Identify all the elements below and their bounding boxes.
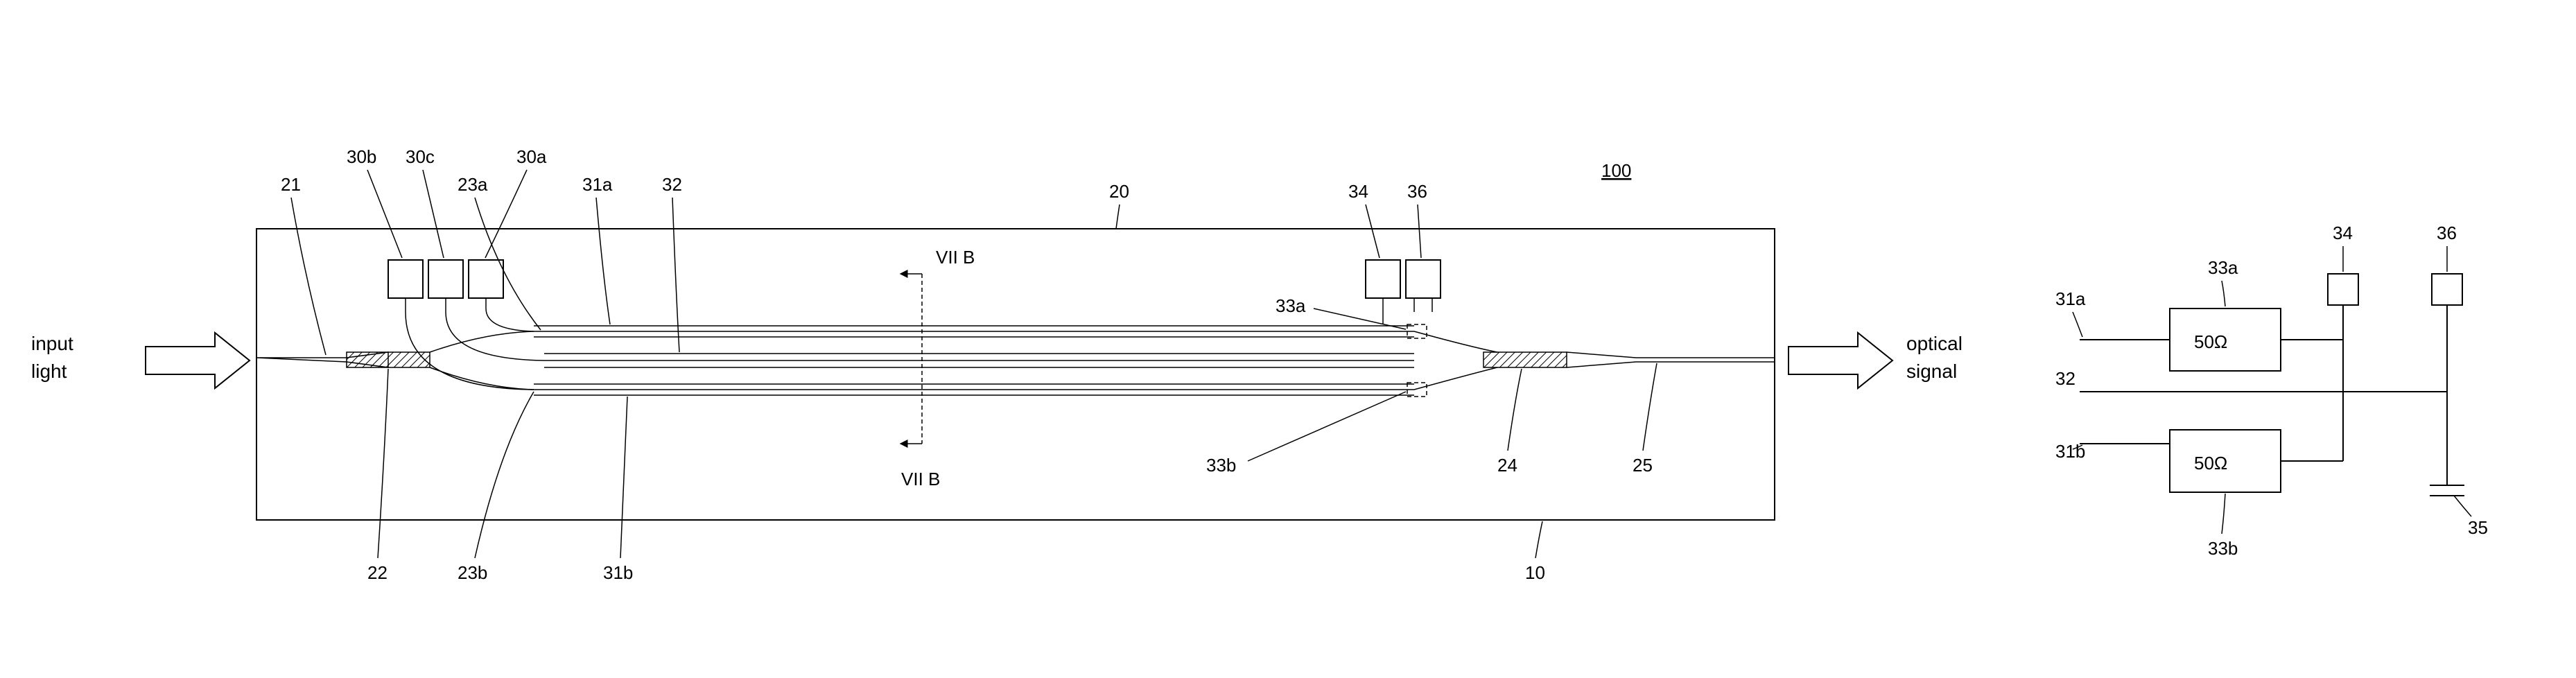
label-31a: 31a [582, 174, 613, 324]
svg-text:36: 36 [1407, 181, 1427, 202]
waveguide-output [1567, 352, 1775, 367]
svg-text:32: 32 [662, 174, 682, 195]
label-20: 20 [1109, 181, 1129, 229]
rlabel-31a: 31a [2055, 288, 2086, 337]
svg-text:31b: 31b [603, 562, 633, 583]
svg-text:31a: 31a [582, 174, 613, 195]
label-34: 34 [1348, 181, 1380, 258]
svg-text:30c: 30c [406, 146, 435, 167]
substrate-outline [256, 229, 1775, 520]
svg-text:33b: 33b [1206, 455, 1236, 476]
svg-text:36: 36 [2437, 223, 2457, 243]
section-bot-label: VII B [901, 469, 940, 489]
rlabel-33b: 33b [2208, 494, 2238, 559]
pad-34 [1366, 260, 1400, 298]
splitter-22 [347, 352, 430, 367]
right-figure: 50Ω 50Ω 31a 32 31b [2055, 223, 2488, 559]
svg-text:30a: 30a [516, 146, 547, 167]
svg-text:21: 21 [281, 174, 301, 195]
pad-30b-lead [406, 298, 534, 390]
svg-text:33a: 33a [1276, 295, 1306, 316]
svg-text:35: 35 [2468, 517, 2488, 538]
box-36 [2432, 274, 2462, 305]
svg-text:34: 34 [2333, 223, 2353, 243]
svg-text:24: 24 [1497, 455, 1517, 476]
label-25: 25 [1633, 363, 1657, 476]
diagram-root: input light optical signal 100 [0, 0, 2576, 678]
box-34 [2328, 274, 2358, 305]
svg-text:100: 100 [1601, 160, 1631, 181]
rlabel-35: 35 [2454, 496, 2488, 538]
svg-text:32: 32 [2055, 368, 2075, 389]
rlabel-32: 32 [2055, 368, 2075, 389]
pad-30c [428, 260, 463, 298]
rlabel-33a: 33a [2208, 257, 2238, 306]
label-24: 24 [1497, 369, 1522, 476]
svg-text:31a: 31a [2055, 288, 2086, 309]
label-33b: 33b [1206, 392, 1406, 476]
y-branch [430, 331, 534, 390]
ohm-a: 50Ω [2194, 331, 2227, 352]
input-arrow [146, 333, 250, 388]
pad-30b [388, 260, 423, 298]
svg-text:20: 20 [1109, 181, 1129, 202]
svg-text:34: 34 [1348, 181, 1368, 202]
svg-text:22: 22 [367, 562, 388, 583]
rlabel-31b: 31b [2055, 441, 2085, 462]
label-30c: 30c [406, 146, 444, 258]
combiner-24 [1483, 352, 1567, 367]
svg-text:23a: 23a [458, 174, 488, 195]
label-22: 22 [367, 369, 388, 583]
label-10: 10 [1525, 521, 1545, 583]
svg-text:33b: 33b [2208, 538, 2238, 559]
svg-text:33a: 33a [2208, 257, 2238, 278]
svg-text:10: 10 [1525, 562, 1545, 583]
output-arrow [1789, 333, 1892, 388]
pad-36 [1406, 260, 1441, 298]
label-30b: 30b [347, 146, 402, 258]
svg-text:30b: 30b [347, 146, 376, 167]
pad-30a [469, 260, 503, 298]
left-figure: input light optical signal 100 [31, 146, 1963, 583]
pad-30a-lead [486, 298, 534, 331]
label-21: 21 [281, 174, 326, 355]
section-top-label: VII B [936, 247, 975, 268]
input-label-1: input [31, 333, 73, 354]
label-33a: 33a [1276, 295, 1406, 329]
rlabel-34: 34 [2333, 223, 2353, 272]
output-label-1: optical [1906, 333, 1963, 354]
svg-text:31b: 31b [2055, 441, 2085, 462]
label-23b: 23b [458, 392, 534, 583]
ohm-b: 50Ω [2194, 453, 2227, 473]
label-31b: 31b [603, 397, 633, 583]
label-30a: 30a [485, 146, 547, 258]
device-ref: 100 [1601, 160, 1631, 181]
label-36: 36 [1407, 181, 1427, 258]
rlabel-36: 36 [2437, 223, 2457, 272]
input-label-2: light [31, 360, 67, 382]
pad-30c-lead [446, 298, 544, 360]
svg-text:25: 25 [1633, 455, 1653, 476]
output-label-2: signal [1906, 360, 1957, 382]
label-23a: 23a [458, 174, 541, 330]
svg-text:23b: 23b [458, 562, 487, 583]
